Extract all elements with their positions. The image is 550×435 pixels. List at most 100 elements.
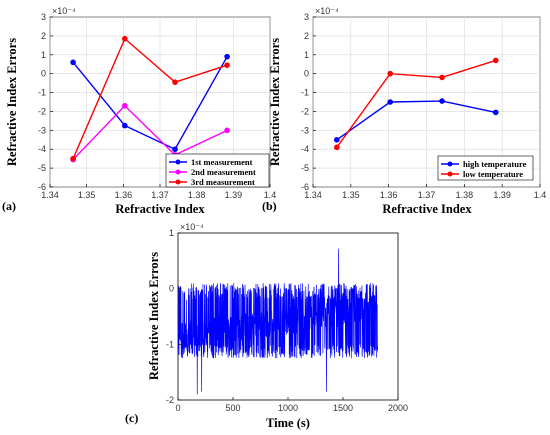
data-point xyxy=(224,62,230,68)
data-point xyxy=(70,59,76,66)
legend-marker xyxy=(447,161,453,167)
y-tick-label: 0 xyxy=(41,69,46,79)
x-axis-label-c: Time (s) xyxy=(266,416,310,430)
y-tick-label: -1 xyxy=(166,339,174,349)
data-point xyxy=(70,155,76,162)
y-tick-label: -4 xyxy=(301,144,309,154)
series-c xyxy=(177,248,378,395)
y-tick-label: 1 xyxy=(41,50,46,60)
panel-label-c: (c) xyxy=(125,411,138,425)
series-line xyxy=(72,104,228,161)
y-ticks-a: -6 -5 -4 -3 -2 -1 0 1 2 3 xyxy=(38,12,53,192)
data-point xyxy=(492,57,499,64)
series-line xyxy=(336,59,496,148)
legend-label: high temperature xyxy=(463,159,527,169)
y-tick-label: 0 xyxy=(304,69,309,79)
x-tick-label: 1.36 xyxy=(115,190,133,200)
data-point xyxy=(492,109,499,116)
y-tick-label: -6 xyxy=(38,182,46,192)
x-tick-label: 1500 xyxy=(333,403,353,413)
data-point xyxy=(334,144,340,151)
series-line xyxy=(177,248,378,395)
y-tick-label: -5 xyxy=(38,163,46,173)
data-point xyxy=(334,136,340,143)
x-tick-label: 1.38 xyxy=(456,190,474,200)
data-point xyxy=(439,74,445,81)
data-point xyxy=(387,70,393,77)
data-point xyxy=(122,35,128,42)
series-line xyxy=(336,100,496,141)
y-tick-label: 2 xyxy=(41,31,46,41)
y-tick-label: -1 xyxy=(301,88,309,98)
x-tick-label: 1.37 xyxy=(151,190,169,200)
y-tick-label: 3 xyxy=(304,12,309,22)
y-ticks-c: -2 -1 0 1 xyxy=(166,228,181,405)
x-axis-label-a: Refractive Index xyxy=(115,202,205,216)
y-tick-label: 1 xyxy=(169,228,174,238)
legend-label: 1st measurement xyxy=(191,157,253,167)
legend-marker xyxy=(175,159,181,165)
y-tick-label: -3 xyxy=(301,125,309,135)
chart-panel-c: 0 500 1000 1500 2000 -2 -1 0 1 ×10⁻⁴ Time (s) R… xyxy=(125,222,408,430)
chart-panel-a: 1.34 1.35 1.36 1.37 1.38 1.39 1.4 -6 -5 -4 -3 -2 -1… xyxy=(2,6,276,216)
legend-label: low temperature xyxy=(463,169,523,179)
x-axis-label-b: Refractive Index xyxy=(382,202,472,216)
x-ticks-c: 0 500 1000 1500 2000 xyxy=(175,397,408,413)
y-exponent-c: ×10⁻⁴ xyxy=(180,222,204,232)
x-ticks-b: 1.34 1.35 1.36 1.37 1.38 1.39 1.4 xyxy=(304,184,546,200)
y-tick-label: -2 xyxy=(166,395,174,405)
y-tick-label: -6 xyxy=(301,182,309,192)
x-tick-label: 1.4 xyxy=(264,190,277,200)
legend-marker xyxy=(175,169,181,175)
y-tick-label: -1 xyxy=(38,88,46,98)
x-tick-label: 1.39 xyxy=(225,190,243,200)
x-tick-label: 2000 xyxy=(388,403,408,413)
y-axis-label-a: Refractive Index Errors xyxy=(5,38,19,166)
x-tick-label: 1.38 xyxy=(188,190,206,200)
chart-panel-b: 1.34 1.35 1.36 1.37 1.38 1.39 1.4 -6 -5 -4 -3 -2 -1… xyxy=(262,6,546,216)
x-tick-label: 1.36 xyxy=(380,190,398,200)
series-line xyxy=(72,56,228,151)
y-tick-label: -3 xyxy=(38,125,46,135)
legend-label: 3rd measurement xyxy=(191,177,255,187)
y-tick-label: -5 xyxy=(301,163,309,173)
x-tick-label: 1.35 xyxy=(342,190,360,200)
data-point xyxy=(439,98,445,104)
data-point xyxy=(224,53,230,60)
y-tick-label: 3 xyxy=(41,12,46,22)
series-line xyxy=(72,37,228,159)
y-exponent-a: ×10⁻⁴ xyxy=(52,6,76,16)
y-tick-label: 1 xyxy=(304,50,309,60)
y-tick-label: -2 xyxy=(38,106,46,116)
x-tick-label: 1.34 xyxy=(304,190,322,200)
data-point xyxy=(224,127,230,134)
data-point xyxy=(172,79,178,85)
y-ticks-b: -6 -5 -4 -3 -2 -1 0 1 2 3 xyxy=(301,12,316,192)
y-tick-label: -4 xyxy=(38,144,46,154)
x-tick-label: 1.34 xyxy=(41,190,59,200)
x-tick-label: 1.4 xyxy=(534,190,547,200)
data-point xyxy=(122,122,128,129)
legend-label: 2nd measurement xyxy=(191,167,256,177)
y-tick-label: 2 xyxy=(304,31,309,41)
series-a xyxy=(70,35,230,163)
x-tick-label: 1.37 xyxy=(418,190,436,200)
y-axis-label-b: Refractive Index Errors xyxy=(268,38,282,166)
series-b xyxy=(334,57,499,151)
data-point xyxy=(122,102,128,109)
y-axis-label-c: Refractive Index Errors xyxy=(147,252,161,380)
panel-label-b: (b) xyxy=(262,199,277,213)
legend-box-b xyxy=(437,155,534,181)
legend-marker xyxy=(447,171,453,177)
x-tick-label: 1.35 xyxy=(78,190,96,200)
x-tick-label: 1000 xyxy=(278,403,298,413)
panel-label-a: (a) xyxy=(2,199,16,213)
y-tick-label: 0 xyxy=(169,284,174,294)
x-tick-label: 0 xyxy=(175,403,180,413)
x-tick-label: 1.39 xyxy=(493,190,511,200)
y-exponent-b: ×10⁻⁴ xyxy=(315,6,339,16)
x-tick-label: 500 xyxy=(225,403,240,413)
